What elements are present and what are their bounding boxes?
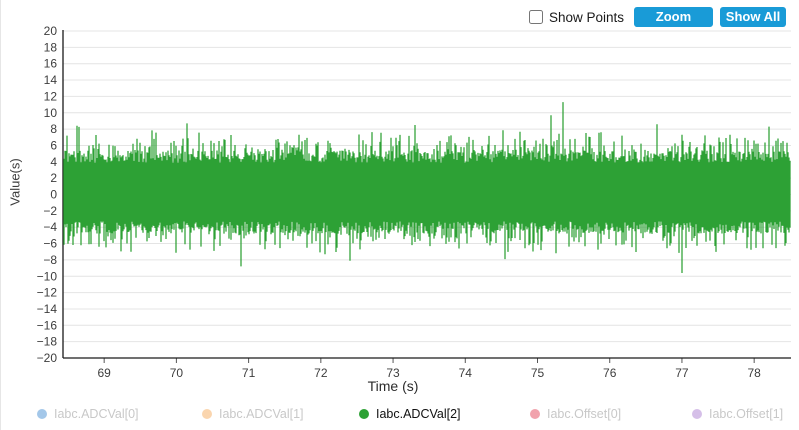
x-tick-label: 76 [603,366,617,380]
plot-area[interactable]: −20−18−16−14−12−10−8−6−4−202468101214161… [1,0,799,400]
legend-item-iabc-adcval-1[interactable]: Iabc.ADCVal[1] [202,407,304,421]
y-tick-label: −18 [37,335,58,349]
x-tick-label: 70 [170,366,184,380]
y-tick-label: −14 [37,302,58,316]
legend-label: Iabc.ADCVal[0] [54,407,139,421]
x-tick-label: 72 [314,366,328,380]
x-tick-label: 71 [242,366,256,380]
legend-item-iabc-offset-1[interactable]: Iabc.Offset[1] [692,407,783,421]
y-tick-label: 8 [50,122,57,136]
x-tick-label: 74 [459,366,473,380]
x-tick-label: 77 [675,366,689,380]
legend-dot [37,409,47,419]
legend-label: Iabc.ADCVal[2] [376,407,461,421]
y-tick-label: −4 [43,220,57,234]
y-tick-label: −20 [37,351,58,365]
y-tick-label: 18 [44,40,58,54]
show-all-button[interactable]: Show All [720,7,786,27]
x-tick-label: 78 [747,366,761,380]
y-tick-label: 16 [44,57,58,71]
zoom-button[interactable]: Zoom [634,7,713,27]
x-axis-title: Time (s) [367,378,419,394]
x-tick-label: 73 [386,366,400,380]
legend-dot [530,409,540,419]
y-tick-label: 10 [44,106,58,120]
series-iabc-adcval-2 [63,102,791,273]
y-tick-label: −10 [37,269,58,283]
show-points-label: Show Points [548,9,624,25]
show-points-control[interactable]: Show Points [528,9,624,25]
x-tick-label: 69 [97,366,111,380]
y-tick-label: 0 [50,188,57,202]
legend-dot [359,409,369,419]
legend-item-iabc-adcval-0[interactable]: Iabc.ADCVal[0] [37,407,139,421]
y-tick-label: 4 [50,155,57,169]
legend-label: Iabc.Offset[0] [547,407,622,421]
legend-label: Iabc.ADCVal[1] [219,407,304,421]
y-tick-label: 20 [44,24,58,38]
y-tick-label: −6 [43,237,57,251]
legend: Iabc.ADCVal[0] Iabc.ADCVal[1] Iabc.ADCVal[… [1,407,799,427]
legend-label: Iabc.Offset[1] [709,407,784,421]
y-tick-label: −12 [37,286,58,300]
y-tick-label: 6 [50,138,57,152]
y-tick-label: −8 [43,253,57,267]
y-tick-label: 2 [50,171,57,185]
legend-dot [202,409,212,419]
y-tick-label: −16 [37,318,58,332]
show-points-checkbox[interactable] [528,10,543,24]
legend-dot [692,409,702,419]
legend-item-iabc-offset-0[interactable]: Iabc.Offset[0] [530,407,621,421]
toolbar: Show Points Zoom Show All [528,7,786,27]
x-tick-label: 75 [531,366,545,380]
y-tick-label: 14 [44,73,58,87]
y-tick-label: 12 [44,89,58,103]
legend-item-iabc-adcval-2[interactable]: Iabc.ADCVal[2] [359,407,461,421]
y-tick-label: −2 [43,204,57,218]
